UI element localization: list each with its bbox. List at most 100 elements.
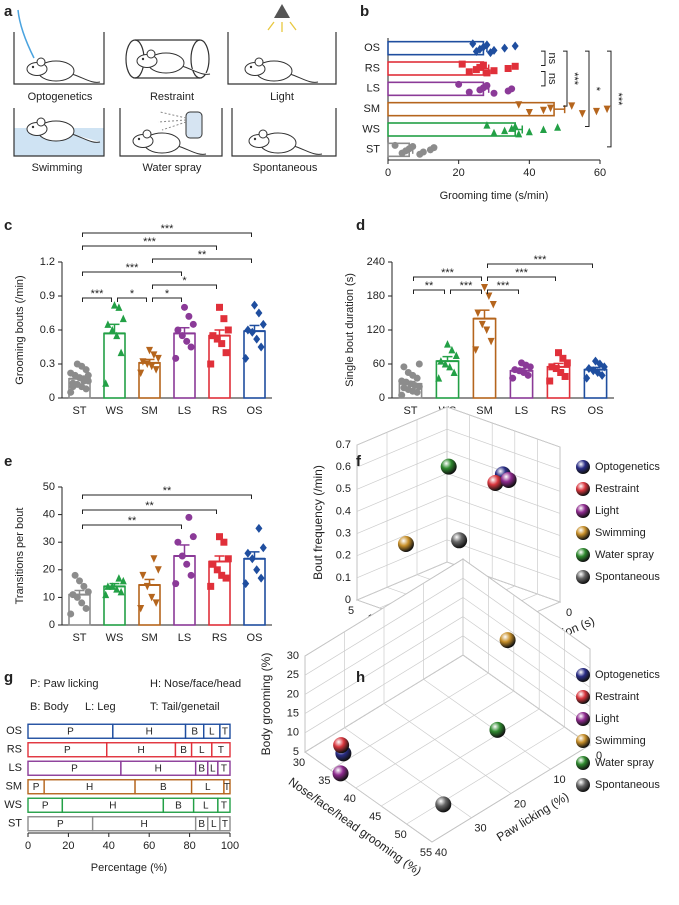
segment-label: T [224, 782, 230, 793]
segment-label: H [109, 800, 116, 811]
data-point [511, 41, 519, 51]
data-point [111, 301, 118, 309]
significance-bracket [487, 276, 556, 281]
significance-bracket [541, 50, 546, 66]
y-tick-label: 20 [43, 564, 55, 576]
legend-marker [576, 712, 590, 726]
segment-label: L [205, 782, 211, 793]
data-point [76, 577, 83, 585]
x-tick-label: ST [72, 405, 86, 417]
legend-label: Water spray [595, 757, 654, 769]
y-tick-label: OS [364, 42, 380, 54]
data-point [483, 326, 491, 334]
data-point [487, 337, 495, 346]
data-point [222, 349, 230, 357]
significance-bracket [450, 289, 482, 294]
significance-bracket [487, 289, 519, 294]
caption: Optogenetics [28, 91, 93, 103]
lamp [274, 4, 290, 18]
data-point [218, 340, 226, 348]
x-tick-label: 30 [293, 757, 305, 769]
data-point [415, 360, 423, 368]
data-point [448, 345, 456, 354]
data-point [183, 560, 191, 568]
y-tick-label: 0 [49, 392, 55, 404]
y-tick-label: 0.3 [40, 358, 55, 370]
tube [135, 39, 200, 79]
data-point [450, 368, 458, 376]
legend-marker [576, 482, 590, 496]
data-point [568, 102, 576, 110]
y-tick-label: SM [364, 103, 381, 115]
data-point [222, 574, 230, 582]
caption: Light [270, 91, 294, 103]
data-point [561, 372, 569, 380]
legend-label: Spontaneous [595, 571, 660, 583]
panel-label: h [356, 669, 365, 686]
grid-line [462, 577, 591, 669]
data-point [485, 292, 493, 300]
segment-label: L [199, 745, 205, 756]
data-point [224, 326, 232, 334]
y-tick-label: 60 [373, 358, 385, 370]
data-point [80, 582, 88, 590]
data-point [185, 513, 193, 521]
cage [231, 108, 337, 157]
significance-bracket [487, 263, 593, 268]
segment-label: H [146, 726, 153, 737]
segment-label: H [141, 819, 148, 830]
y-tick-label: 30 [474, 823, 486, 835]
data-point [469, 39, 477, 49]
data-point [451, 532, 468, 549]
data-point [189, 533, 197, 541]
y-tick-label: 240 [367, 256, 385, 268]
data-point [458, 60, 466, 68]
data-point [490, 67, 498, 75]
data-point [146, 346, 153, 355]
significance-bracket [607, 50, 612, 148]
significance-bracket [82, 297, 112, 302]
z-tick-label: 0.5 [336, 483, 351, 495]
data-point [465, 88, 473, 96]
significance-label: ** [198, 249, 207, 261]
significance-bracket [82, 524, 182, 529]
bar-segment [211, 742, 231, 758]
bar-segment [219, 816, 231, 832]
data-point [557, 369, 565, 376]
data-point [78, 599, 86, 607]
data-point [102, 379, 110, 387]
significance-label: *** [460, 280, 474, 292]
data-point [525, 127, 533, 136]
data-point [84, 371, 92, 379]
z-tick-label: 30 [287, 650, 299, 662]
data-point [332, 765, 349, 782]
y-tick-label: ST [366, 144, 380, 156]
data-point [187, 343, 195, 351]
data-point [150, 555, 158, 563]
grid-line [356, 539, 448, 579]
legend-label: H: Nose/face/head [150, 678, 241, 690]
bar [243, 330, 266, 399]
data-point [440, 458, 457, 475]
x-tick-label: 5 [348, 605, 354, 617]
z-tick-label: 0.4 [336, 505, 351, 517]
data-point [481, 284, 488, 292]
x-tick-label: 20 [453, 167, 465, 179]
legend-label: L: Leg [85, 701, 116, 713]
z-tick-label: 0 [345, 594, 351, 606]
data-point [117, 587, 125, 596]
data-point [465, 68, 473, 76]
data-point [547, 104, 555, 113]
significance-bracket [82, 494, 252, 499]
legend-marker [576, 570, 590, 584]
y-tick-label: 10 [43, 591, 55, 603]
data-point [525, 108, 533, 117]
data-point [559, 354, 567, 362]
data-point [500, 471, 517, 488]
data-point [583, 373, 591, 383]
data-point [515, 129, 523, 138]
data-point [119, 576, 127, 585]
data-point [504, 65, 512, 72]
data-point [117, 348, 125, 357]
y-tick-label: 0.6 [40, 324, 55, 336]
